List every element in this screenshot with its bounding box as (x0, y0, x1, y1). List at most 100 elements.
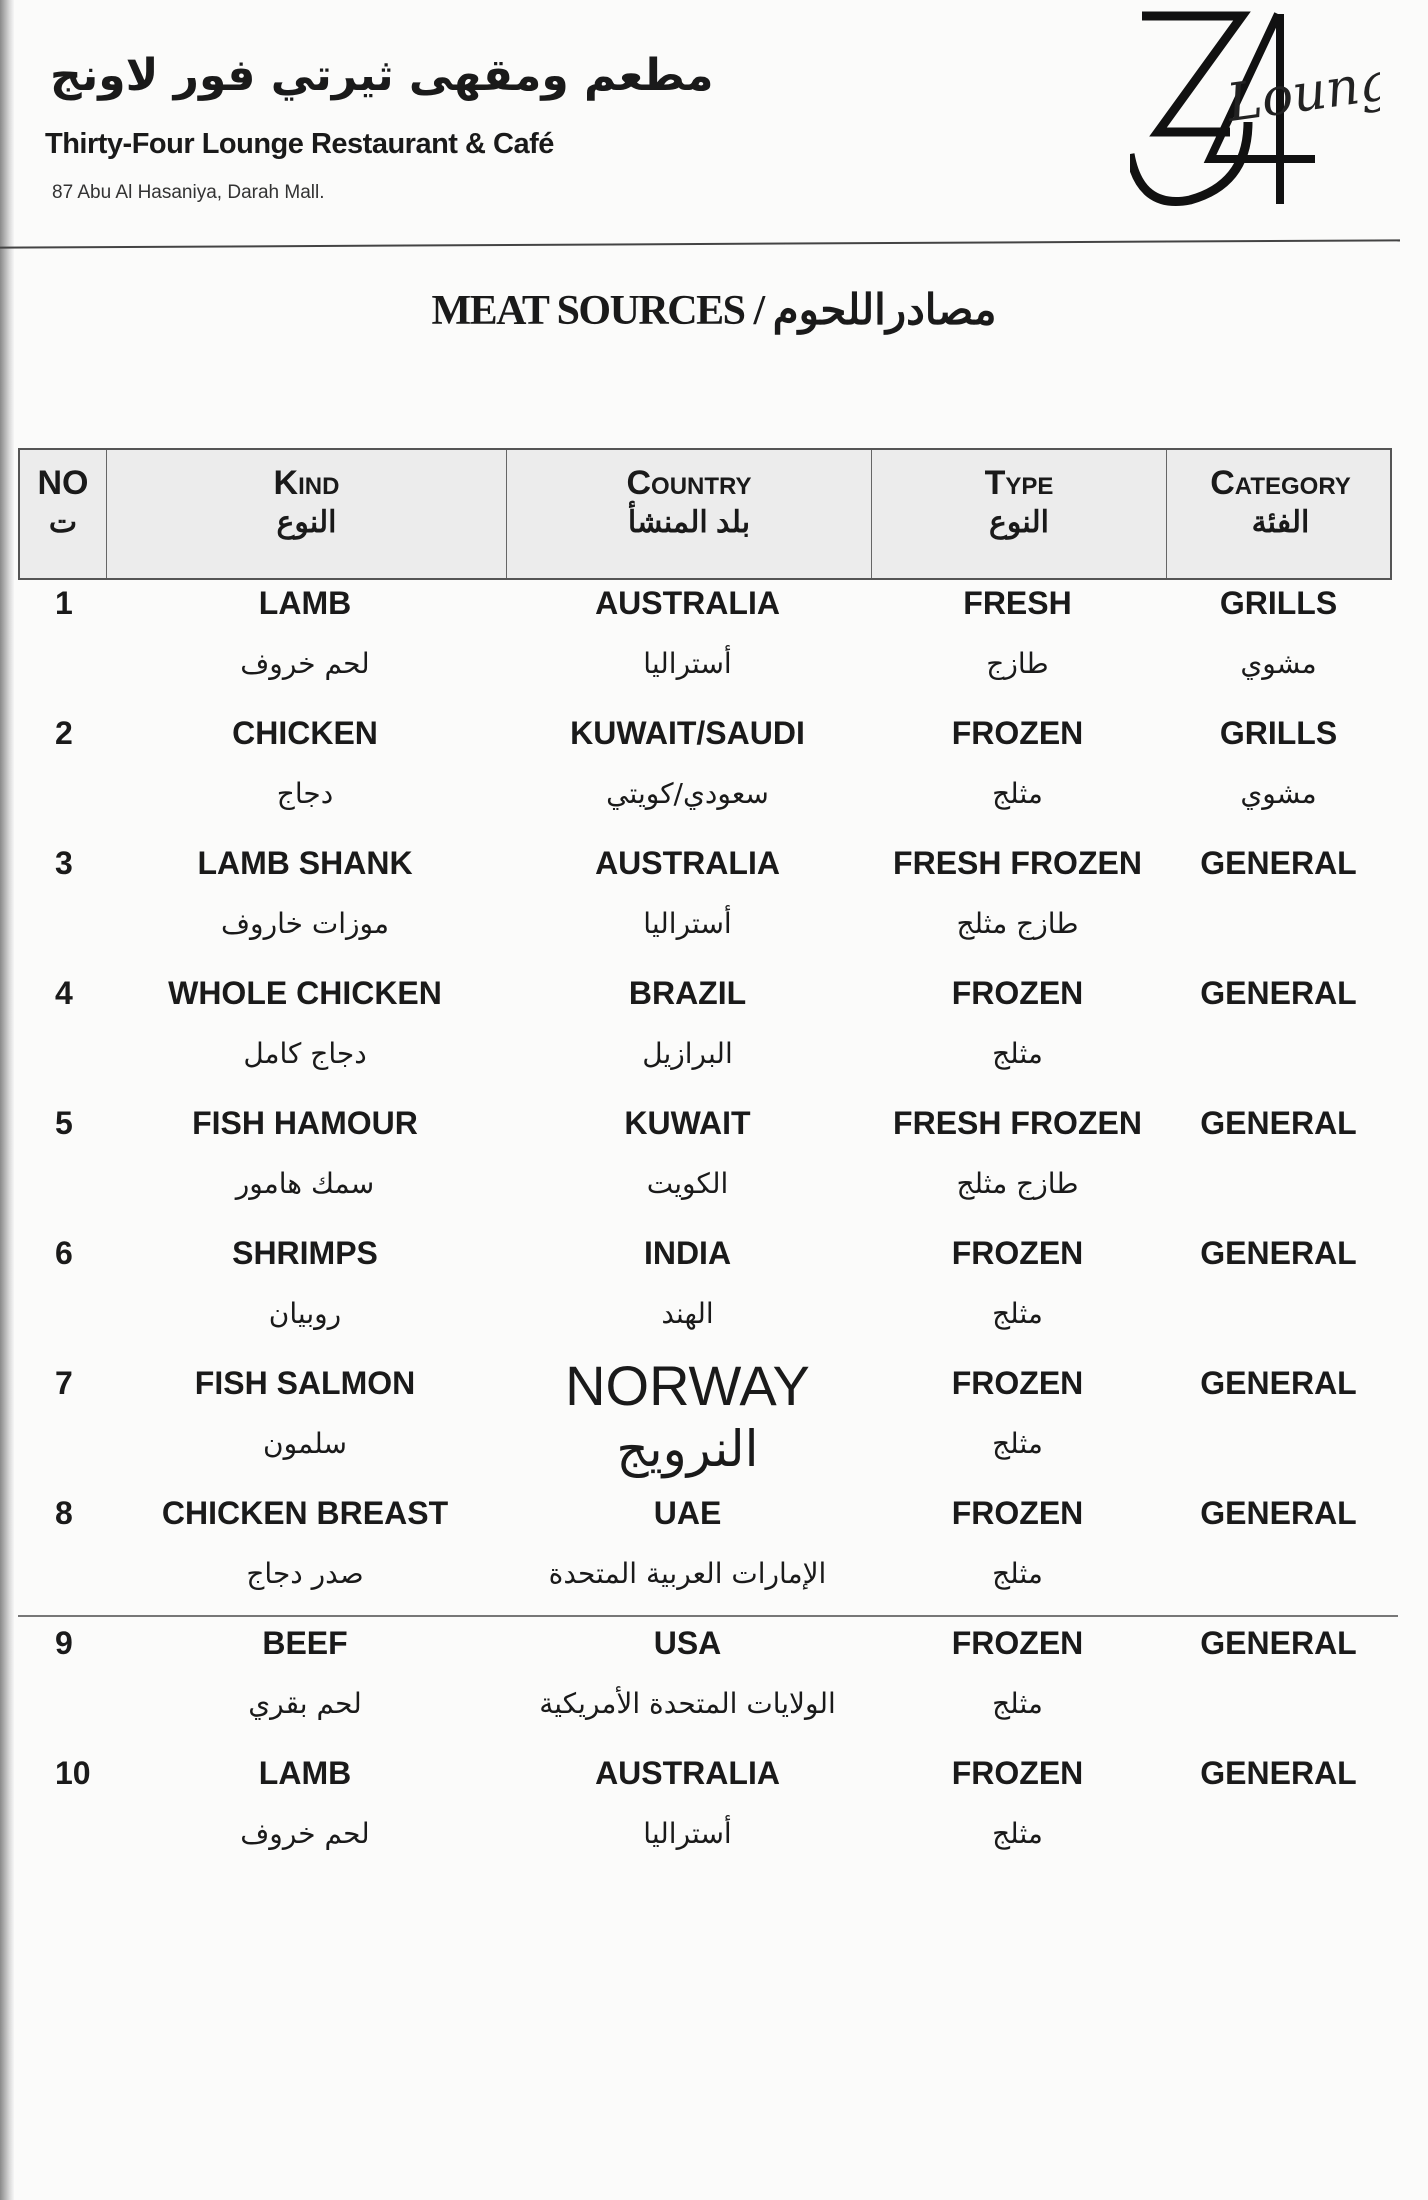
cell-kind: WHOLE CHICKEN (168, 975, 442, 1011)
cell-category: GENERAL (1200, 1755, 1357, 1791)
cell-type-arabic: طازج مثلج (956, 907, 1079, 940)
cell-country-arabic: أستراليا (643, 907, 732, 940)
cell-no: 2 (55, 715, 73, 751)
column-header-no: NO ت (20, 450, 107, 578)
cell-kind: LAMB (258, 1755, 352, 1791)
cell-type: FRESH FROZEN (893, 1105, 1142, 1141)
column-header-kind: Kind النوع (107, 450, 507, 578)
cell-category: GRILLS (1219, 715, 1338, 751)
cell-kind-arabic: لحم خروف (240, 1817, 370, 1850)
cell-kind-arabic: سلمون (263, 1427, 347, 1460)
cell-country-arabic: الولايات المتحدة الأمريكية (539, 1687, 836, 1720)
cell-kind-arabic: دجاج كامل (243, 1037, 367, 1070)
cell-kind: BEEF (262, 1625, 348, 1661)
cell-kind-arabic: روبيان (268, 1297, 342, 1330)
cell-kind: CHICKEN (232, 715, 378, 751)
cell-kind: LAMB SHANK (197, 845, 413, 881)
cell-kind: SHRIMPS (232, 1235, 378, 1271)
cell-type-arabic: طازج مثلج (956, 1167, 1079, 1200)
column-header-label-ar: الفئة (1251, 506, 1310, 539)
cell-country: KUWAIT/SAUDI (570, 715, 805, 751)
cell-no: 4 (55, 975, 73, 1011)
cell-category: GENERAL (1200, 975, 1357, 1011)
cell-no: 8 (55, 1495, 73, 1531)
cell-country-arabic: الإمارات العربية المتحدة (548, 1557, 827, 1590)
column-header-label-ar: النوع (989, 506, 1049, 539)
cell-type: FROZEN (951, 1755, 1084, 1791)
lounge-logo: Lounge (1130, 11, 1380, 206)
cell-kind-arabic: صدر دجاج (246, 1557, 364, 1590)
column-header-label: NO (37, 464, 89, 502)
cell-category: GENERAL (1200, 1495, 1357, 1531)
cell-no: 5 (55, 1105, 73, 1141)
column-header-label: Kind (273, 464, 340, 502)
cell-country: KUWAIT (624, 1105, 751, 1141)
cell-no: 9 (55, 1625, 73, 1661)
cell-category: GENERAL (1200, 1625, 1357, 1661)
cell-country-arabic: الكويت (646, 1167, 729, 1200)
cell-type: FROZEN (951, 975, 1084, 1011)
header-divider (0, 239, 1400, 249)
cell-country: UAE (653, 1495, 722, 1531)
page-title: MEAT SOURCES / مصادراللحوم (431, 288, 998, 334)
cell-type: FROZEN (951, 715, 1084, 751)
cell-type: FROZEN (951, 1625, 1084, 1661)
cell-country: NORWAY (565, 1354, 810, 1417)
cell-type: FRESH (963, 585, 1072, 621)
cell-country: USA (653, 1625, 722, 1661)
cell-no: 10 (55, 1755, 91, 1791)
cell-type-arabic: مثلج (992, 777, 1043, 810)
cell-no: 1 (55, 585, 73, 621)
svg-text:Lounge: Lounge (1222, 47, 1380, 134)
column-header-type: Type النوع (872, 450, 1167, 578)
cell-country-arabic: أستراليا (643, 647, 732, 680)
cell-category-arabic: مشوي (1240, 777, 1317, 810)
column-header-label-ar: بلد المنشأ (627, 506, 751, 539)
cell-type-arabic: مثلج (992, 1427, 1043, 1460)
cell-type-arabic: مثلج (992, 1037, 1043, 1070)
column-header-label: Type (984, 464, 1054, 502)
cell-kind-arabic: دجاج (276, 777, 334, 810)
cell-no: 7 (55, 1365, 73, 1401)
cell-country: AUSTRALIA (595, 1755, 780, 1791)
table-header: NO ت Kind النوع Country بلد المنشأ Type … (18, 448, 1392, 580)
cell-category: GENERAL (1200, 1235, 1357, 1271)
cell-type: FROZEN (951, 1365, 1084, 1401)
cell-country: INDIA (643, 1235, 732, 1271)
cell-country-arabic: النرويج (616, 1420, 759, 1478)
column-header-label: Category (1210, 464, 1351, 502)
cell-type-arabic: مثلج (992, 1297, 1043, 1330)
cell-kind: LAMB (258, 585, 352, 621)
cell-kind-arabic: سمك هامور (235, 1167, 375, 1200)
column-header-category: Category الفئة (1167, 450, 1394, 578)
cell-country-arabic: البرازيل (642, 1037, 733, 1070)
cell-kind-arabic: لحم بقري (248, 1687, 362, 1720)
cell-type-arabic: مثلج (992, 1817, 1043, 1850)
cell-category: GENERAL (1200, 1105, 1357, 1141)
cell-country: AUSTRALIA (595, 845, 780, 881)
cell-type: FROZEN (951, 1495, 1084, 1531)
cell-kind: FISH HAMOUR (192, 1105, 418, 1141)
cell-type-arabic: مثلج (992, 1557, 1043, 1590)
cell-country-arabic: سعودي/كويتي (606, 777, 769, 810)
cell-kind-arabic: لحم خروف (240, 647, 370, 680)
cell-country: AUSTRALIA (595, 585, 780, 621)
cell-country: BRAZIL (628, 975, 747, 1011)
cell-type: FRESH FROZEN (893, 845, 1142, 881)
page-edge-shadow (0, 0, 14, 2200)
cell-country-arabic: أستراليا (643, 1817, 732, 1850)
column-header-label: Country (626, 464, 752, 502)
column-header-label-ar: النوع (276, 506, 337, 539)
restaurant-english-name: Thirty-Four Lounge Restaurant & Café (45, 128, 554, 160)
column-header-country: Country بلد المنشأ (507, 450, 872, 578)
cell-category: GENERAL (1200, 1365, 1357, 1401)
cell-type-arabic: مثلج (992, 1687, 1043, 1720)
cell-category-arabic: مشوي (1240, 647, 1317, 680)
cell-kind: FISH SALMON (194, 1365, 416, 1401)
cell-no: 6 (55, 1235, 73, 1271)
cell-kind: CHICKEN BREAST (161, 1495, 449, 1531)
cell-category: GENERAL (1200, 845, 1357, 881)
restaurant-arabic-name: مطعم ومقهى ثيرتي فور لاونج (50, 50, 714, 101)
cell-no: 3 (55, 845, 73, 881)
restaurant-address: 87 Abu Al Hasaniya, Darah Mall. (52, 182, 325, 203)
